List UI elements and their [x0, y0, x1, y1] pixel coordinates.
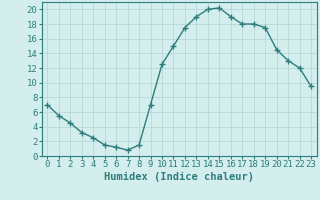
X-axis label: Humidex (Indice chaleur): Humidex (Indice chaleur): [104, 172, 254, 182]
